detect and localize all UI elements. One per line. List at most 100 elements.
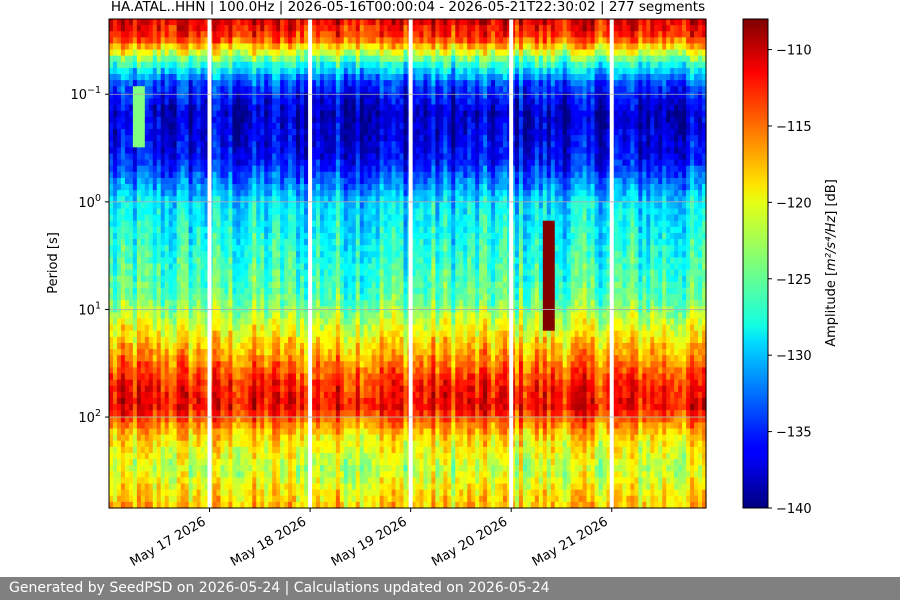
- heatmap-cell: [518, 214, 524, 222]
- heatmap-cell: [304, 31, 309, 38]
- heatmap-cell: [674, 55, 679, 63]
- heatmap-cell: [164, 214, 170, 222]
- heatmap-cell: [109, 49, 114, 57]
- heatmap-cell: [443, 98, 448, 106]
- heatmap-cell: [510, 214, 516, 222]
- heatmap-cell: [292, 19, 297, 26]
- heatmap-cell: [347, 153, 353, 161]
- heatmap-cell: [188, 129, 194, 136]
- heatmap-cell: [327, 61, 333, 69]
- heatmap-cell: [152, 37, 158, 45]
- heatmap-cell: [439, 141, 444, 148]
- heatmap-cell: [136, 153, 142, 161]
- heatmap-cell: [240, 165, 245, 173]
- heatmap-cell: [136, 74, 142, 81]
- heatmap-cell: [570, 80, 576, 87]
- heatmap-cell: [578, 196, 584, 203]
- heatmap-cell: [375, 159, 381, 167]
- heatmap-cell: [296, 190, 301, 197]
- heatmap-cell: [280, 177, 285, 185]
- heatmap-cell: [467, 141, 472, 148]
- heatmap-cell: [415, 214, 421, 222]
- heatmap-cell: [467, 135, 472, 142]
- heatmap-cell: [554, 25, 560, 32]
- heatmap-cell: [387, 196, 393, 203]
- heatmap-cell: [323, 177, 329, 185]
- heatmap-cell: [463, 190, 468, 197]
- heatmap-cell: [280, 220, 285, 228]
- heatmap-cell: [562, 49, 568, 57]
- heatmap-cell: [379, 153, 385, 161]
- heatmap-cell: [200, 159, 206, 167]
- heatmap-cell: [431, 177, 436, 185]
- heatmap-cell: [666, 55, 671, 63]
- heatmap-cell: [120, 55, 126, 63]
- heatmap-cell: [331, 104, 337, 112]
- heatmap-cell: [359, 184, 365, 191]
- heatmap-cell: [674, 129, 679, 136]
- heatmap-cell: [351, 61, 357, 69]
- heatmap-cell: [383, 80, 389, 87]
- heatmap-cell: [455, 129, 460, 136]
- heatmap-cell: [112, 159, 118, 167]
- heatmap-cell: [148, 190, 154, 197]
- heatmap-cell: [236, 190, 241, 197]
- heatmap-cell: [550, 177, 556, 185]
- heatmap-cell: [323, 153, 329, 161]
- heatmap-cell: [152, 220, 158, 228]
- heatmap-cell: [224, 177, 229, 185]
- heatmap-cell: [288, 74, 293, 81]
- heatmap-cell: [148, 110, 154, 118]
- heatmap-cell: [578, 135, 584, 142]
- heatmap-cell: [518, 61, 524, 69]
- heatmap-cell: [224, 165, 229, 173]
- heatmap-cell: [244, 122, 249, 130]
- heatmap-cell: [594, 122, 600, 130]
- heatmap-cell: [427, 104, 432, 112]
- heatmap-cell: [570, 196, 576, 203]
- heatmap-cell: [431, 92, 436, 100]
- heatmap-cell: [698, 37, 703, 45]
- heatmap-cell: [268, 80, 273, 87]
- heatmap-cell: [694, 61, 699, 69]
- heatmap-cell: [280, 208, 285, 216]
- heatmap-cell: [578, 86, 584, 93]
- heatmap-cell: [184, 153, 190, 161]
- heatmap-cell: [526, 184, 532, 191]
- heatmap-cell: [702, 80, 707, 87]
- heatmap-cell: [335, 129, 341, 136]
- heatmap-cell: [136, 208, 142, 216]
- heatmap-cell: [471, 37, 476, 45]
- heatmap-cell: [662, 184, 667, 191]
- heatmap-cell: [144, 196, 150, 203]
- heatmap-cell: [124, 86, 130, 93]
- heatmap-cell: [646, 116, 651, 124]
- heatmap-cell: [495, 104, 500, 112]
- heatmap-cell: [522, 159, 528, 167]
- heatmap-cell: [503, 190, 508, 197]
- heatmap-cell: [439, 184, 444, 191]
- heatmap-cell: [284, 122, 289, 130]
- heatmap-cell: [690, 147, 695, 155]
- heatmap-cell: [642, 92, 647, 100]
- heatmap-cell: [116, 141, 122, 148]
- heatmap-cell: [538, 202, 544, 210]
- heatmap-cell: [495, 43, 500, 51]
- heatmap-cell: [582, 104, 588, 112]
- heatmap-cell: [196, 184, 202, 191]
- heatmap-cell: [650, 19, 655, 26]
- heatmap-cell: [630, 86, 635, 93]
- heatmap-cell: [132, 171, 138, 179]
- heatmap-cell: [702, 141, 707, 148]
- heatmap-cell: [566, 159, 572, 167]
- heatmap-cell: [164, 196, 170, 203]
- heatmap-cell: [518, 104, 524, 112]
- heatmap-cell: [232, 141, 237, 148]
- heatmap-cell: [116, 110, 122, 118]
- heatmap-cell: [136, 165, 142, 173]
- heatmap-cell: [582, 92, 588, 100]
- heatmap-cell: [224, 74, 229, 81]
- heatmap-cell: [447, 74, 452, 81]
- heatmap-cell: [228, 80, 233, 87]
- heatmap-cell: [618, 98, 624, 106]
